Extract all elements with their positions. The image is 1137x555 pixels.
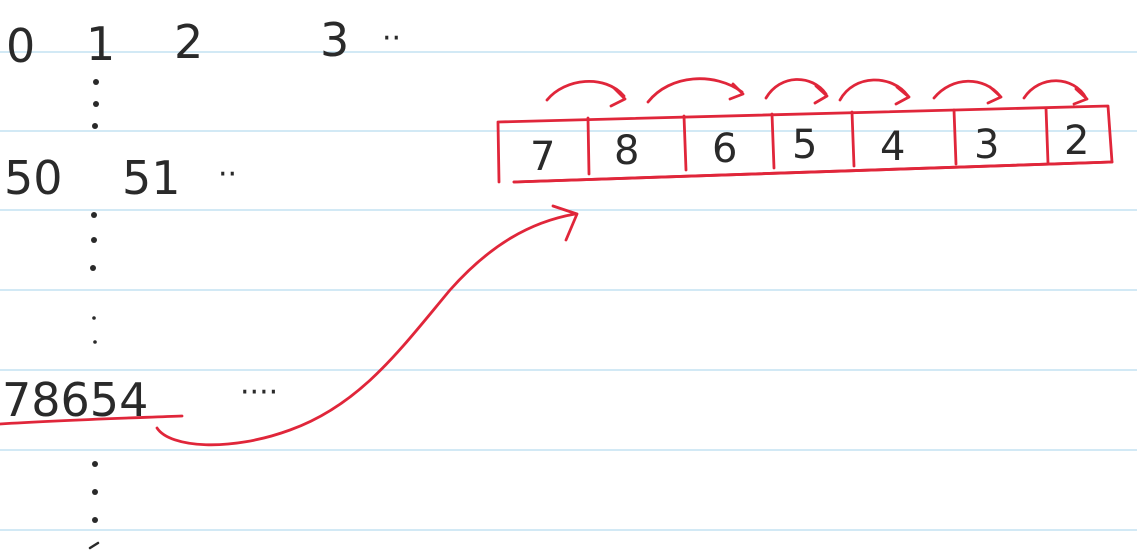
cell-divider	[952, 108, 958, 166]
hop-arrow	[764, 78, 828, 100]
dot	[90, 265, 96, 271]
hop-arrowhead	[609, 86, 627, 108]
array-cell-0: 7	[530, 134, 555, 180]
hop-arrow	[545, 80, 626, 102]
ellipsis-key: ····	[240, 375, 278, 410]
index-0: 0	[6, 19, 35, 73]
dot	[93, 101, 99, 107]
index-3: 3	[320, 13, 349, 67]
dot	[92, 123, 98, 129]
dot	[92, 517, 98, 523]
index-row-second: 50 51 ··	[4, 151, 237, 205]
dot	[91, 237, 97, 243]
dot	[92, 316, 96, 320]
hop-arrowhead	[1072, 87, 1089, 106]
array-cell-1: 8	[614, 128, 639, 174]
index-51: 51	[122, 151, 181, 205]
hop-arrow	[646, 77, 744, 104]
hop-arrowhead	[813, 84, 829, 105]
array-cell-5: 3	[974, 122, 999, 168]
ruled-lines	[0, 51, 1137, 531]
cell-divider	[850, 110, 856, 168]
dot	[91, 212, 97, 218]
hop-arrow	[838, 78, 910, 102]
hop-arrow	[932, 79, 1002, 100]
dot	[93, 79, 99, 85]
mapping-arrowhead	[551, 204, 579, 242]
cell-divider	[770, 112, 776, 170]
key-underline	[0, 414, 184, 426]
dot	[92, 489, 98, 495]
index-1: 1	[86, 17, 115, 71]
hop-arrows	[545, 77, 1089, 108]
dot	[88, 541, 100, 550]
index-row-top: 0 1 2 3 ··	[6, 13, 401, 73]
digit-array: 7 8 6 5 4 3 2	[496, 104, 1114, 184]
index-50: 50	[4, 151, 63, 205]
hop-arrowhead	[894, 85, 911, 106]
array-bottom-edge	[512, 160, 1114, 184]
cell-divider	[1044, 106, 1050, 165]
hop-arrowhead	[728, 82, 745, 101]
array-cell-3: 5	[792, 122, 817, 168]
hop-arrowhead	[986, 85, 1003, 105]
key-number-group: 78654 ····	[0, 373, 278, 427]
array-cell-6: 2	[1064, 118, 1089, 164]
array-cell-2: 6	[712, 126, 737, 172]
hop-arrow	[1022, 79, 1088, 100]
dot	[92, 461, 98, 467]
mapping-arrow	[155, 204, 579, 447]
ellipsis-second: ··	[218, 157, 237, 192]
array-cell-4: 4	[880, 124, 905, 170]
vertical-dots	[88, 79, 100, 550]
dot	[93, 340, 97, 344]
mapping-arrow-curve	[155, 212, 577, 447]
cell-divider	[586, 116, 591, 176]
ellipsis-top: ··	[382, 21, 401, 56]
index-2: 2	[174, 15, 203, 69]
cell-divider	[682, 114, 688, 172]
